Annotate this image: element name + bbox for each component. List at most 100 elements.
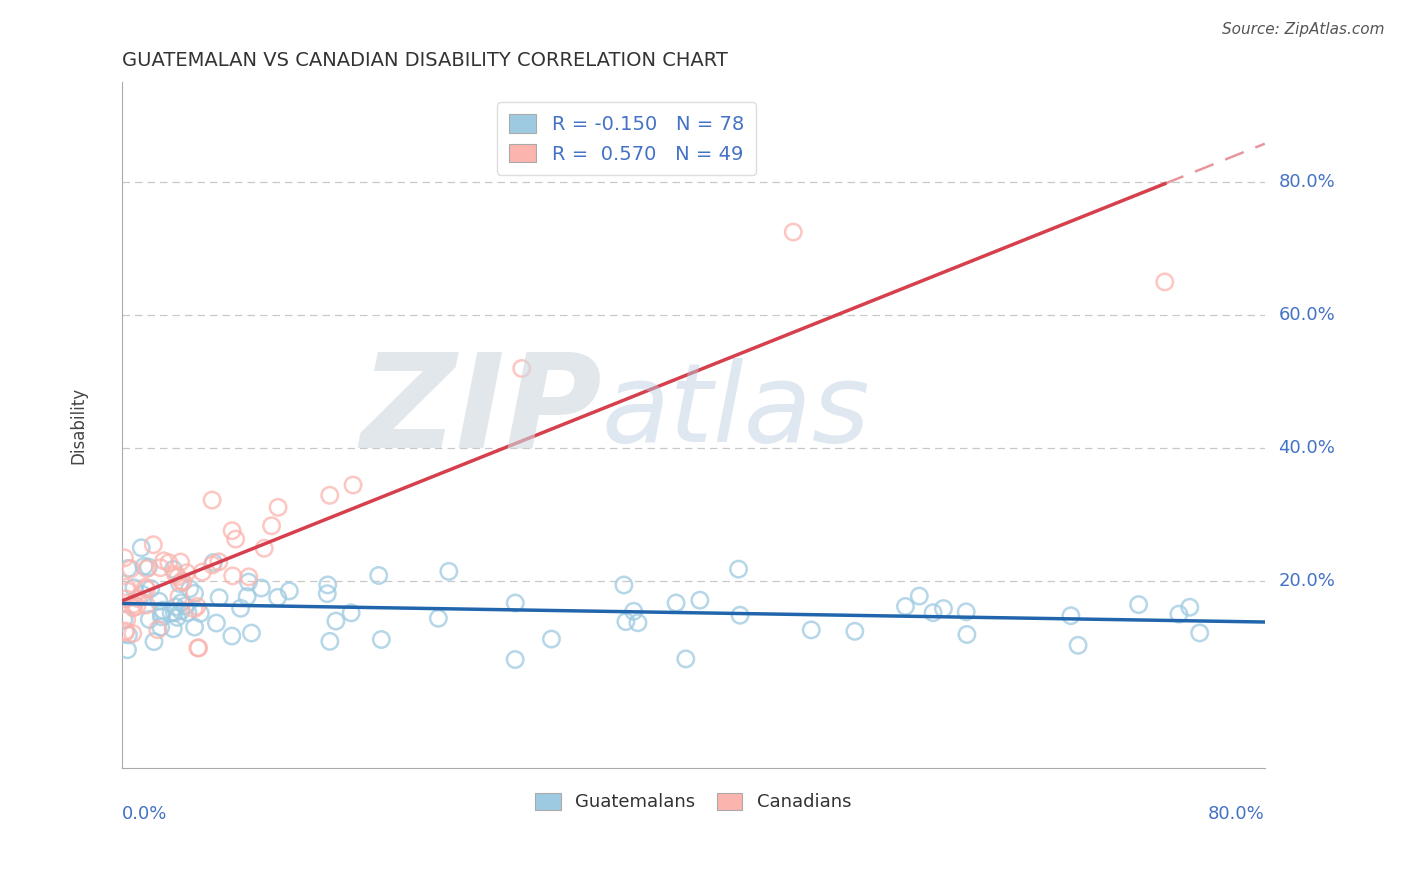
Point xyxy=(117,628,139,642)
Point xyxy=(623,604,645,618)
Point xyxy=(131,587,153,601)
Point xyxy=(121,626,143,640)
Point xyxy=(117,561,139,575)
Point xyxy=(437,565,460,579)
Point xyxy=(221,524,243,538)
Point xyxy=(132,559,155,574)
Point xyxy=(319,488,342,502)
Point xyxy=(955,605,977,619)
Point xyxy=(165,567,187,582)
Point xyxy=(138,612,160,626)
Point xyxy=(540,632,562,646)
Point xyxy=(169,555,191,569)
Point xyxy=(179,582,201,596)
Point xyxy=(427,611,450,625)
Point xyxy=(139,582,162,596)
Point xyxy=(222,569,245,583)
Point xyxy=(340,606,363,620)
Point xyxy=(316,578,339,592)
Point xyxy=(908,589,931,603)
Text: 40.0%: 40.0% xyxy=(1278,440,1336,458)
Point xyxy=(114,625,136,640)
Point xyxy=(225,532,247,546)
Point xyxy=(782,225,804,239)
Point xyxy=(503,652,526,666)
Point xyxy=(202,556,225,570)
Text: 60.0%: 60.0% xyxy=(1278,306,1336,324)
Point xyxy=(177,606,200,620)
Point xyxy=(166,610,188,624)
Point xyxy=(134,580,156,594)
Point xyxy=(260,518,283,533)
Point xyxy=(240,626,263,640)
Point xyxy=(728,608,751,623)
Point xyxy=(221,629,243,643)
Point xyxy=(316,587,339,601)
Point xyxy=(167,590,190,604)
Point xyxy=(117,584,139,599)
Text: 80.0%: 80.0% xyxy=(1278,173,1336,191)
Point xyxy=(675,652,697,666)
Point xyxy=(122,601,145,615)
Point xyxy=(1128,598,1150,612)
Text: 20.0%: 20.0% xyxy=(1278,573,1336,591)
Point xyxy=(342,478,364,492)
Point xyxy=(238,570,260,584)
Legend: Guatemalans, Canadians: Guatemalans, Canadians xyxy=(526,783,860,821)
Point xyxy=(229,601,252,615)
Point xyxy=(143,634,166,648)
Point xyxy=(253,541,276,556)
Text: GUATEMALAN VS CANADIAN DISABILITY CORRELATION CHART: GUATEMALAN VS CANADIAN DISABILITY CORREL… xyxy=(122,51,727,70)
Point xyxy=(510,361,533,376)
Point xyxy=(186,599,208,614)
Point xyxy=(122,597,145,611)
Point xyxy=(160,606,183,620)
Point xyxy=(208,591,231,605)
Text: Disability: Disability xyxy=(69,386,87,464)
Point xyxy=(115,613,138,627)
Point xyxy=(1067,638,1090,652)
Point xyxy=(112,613,135,627)
Point xyxy=(157,556,180,570)
Point xyxy=(1178,600,1201,615)
Point xyxy=(183,602,205,616)
Point xyxy=(266,591,288,605)
Point xyxy=(922,606,945,620)
Point xyxy=(187,640,209,655)
Point xyxy=(149,560,172,574)
Point xyxy=(135,582,157,596)
Point xyxy=(689,593,711,607)
Point xyxy=(503,596,526,610)
Point xyxy=(125,599,148,614)
Point xyxy=(170,596,193,610)
Text: ZIP: ZIP xyxy=(360,348,602,475)
Point xyxy=(1153,275,1175,289)
Point xyxy=(613,578,636,592)
Point xyxy=(162,622,184,636)
Text: 80.0%: 80.0% xyxy=(1208,805,1265,823)
Point xyxy=(120,562,142,576)
Point xyxy=(201,558,224,572)
Point xyxy=(152,603,174,617)
Point xyxy=(1188,626,1211,640)
Point xyxy=(142,538,165,552)
Point xyxy=(614,615,637,629)
Point xyxy=(844,624,866,639)
Point xyxy=(205,615,228,630)
Point xyxy=(188,607,211,621)
Point xyxy=(165,599,187,614)
Point xyxy=(150,610,173,624)
Point xyxy=(238,575,260,590)
Point xyxy=(170,604,193,618)
Point xyxy=(183,586,205,600)
Point xyxy=(170,574,193,589)
Point xyxy=(162,562,184,576)
Point xyxy=(146,623,169,637)
Point xyxy=(236,590,259,604)
Text: atlas: atlas xyxy=(602,358,870,465)
Point xyxy=(122,581,145,595)
Point xyxy=(956,627,979,641)
Point xyxy=(174,599,197,613)
Point xyxy=(319,634,342,648)
Point xyxy=(1167,607,1189,622)
